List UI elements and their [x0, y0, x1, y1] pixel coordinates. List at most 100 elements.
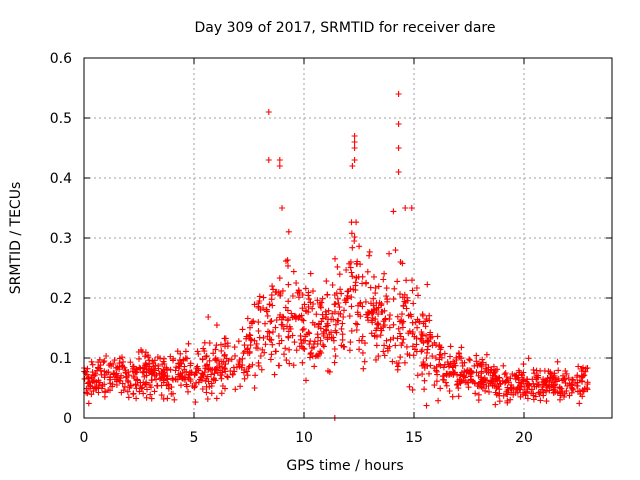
data-point — [362, 280, 369, 287]
data-point — [530, 380, 537, 387]
data-point — [163, 382, 170, 389]
data-point — [229, 371, 236, 377]
data-point — [433, 378, 440, 385]
data-point — [500, 392, 507, 399]
data-point — [159, 361, 166, 368]
data-point — [278, 337, 285, 344]
data-point — [335, 300, 342, 306]
data-point — [405, 312, 412, 319]
data-point — [372, 284, 379, 291]
data-point — [341, 297, 348, 304]
data-point — [446, 388, 453, 394]
data-point — [373, 356, 379, 363]
data-point — [306, 296, 312, 303]
data-point — [400, 336, 407, 343]
data-point — [256, 293, 263, 300]
data-point — [268, 296, 275, 303]
data-point — [268, 351, 275, 358]
data-point — [334, 295, 341, 302]
data-point — [170, 376, 176, 383]
data-point — [332, 321, 339, 328]
y-tick-label: 0.3 — [50, 231, 72, 247]
data-point — [199, 386, 206, 392]
data-point — [305, 309, 312, 316]
data-point — [557, 388, 564, 395]
data-point — [419, 312, 426, 319]
data-point — [346, 313, 353, 320]
data-point — [175, 365, 182, 372]
data-point — [299, 292, 306, 298]
data-point — [113, 382, 120, 388]
data-point — [445, 361, 452, 368]
y-tick-label: 0 — [63, 411, 72, 427]
data-point — [530, 366, 537, 373]
data-point — [142, 380, 149, 387]
data-point — [192, 399, 199, 406]
data-point — [89, 361, 96, 368]
data-point — [232, 386, 239, 393]
data-point — [383, 285, 390, 292]
data-point — [358, 337, 365, 344]
data-point — [437, 385, 444, 392]
data-point — [399, 311, 405, 318]
data-point — [437, 346, 444, 353]
data-point — [291, 312, 298, 319]
data-point — [447, 353, 453, 360]
data-point — [401, 298, 408, 305]
data-point — [151, 373, 158, 379]
data-point — [381, 352, 388, 359]
y-tick-label: 0.6 — [50, 51, 72, 67]
data-point — [384, 296, 391, 303]
data-point — [183, 383, 190, 390]
data-point — [204, 373, 211, 380]
data-point — [397, 333, 404, 340]
data-point — [116, 366, 123, 373]
data-point — [279, 287, 286, 294]
data-point — [317, 303, 324, 310]
data-point — [406, 383, 413, 390]
data-point — [257, 306, 264, 313]
data-point — [111, 357, 118, 364]
data-point — [542, 378, 548, 385]
data-point — [414, 324, 421, 331]
data-point — [106, 362, 113, 369]
data-point — [309, 305, 316, 312]
data-point — [437, 352, 444, 358]
data-point — [520, 361, 527, 368]
data-point — [109, 381, 116, 388]
data-point — [548, 381, 555, 388]
data-point — [150, 363, 157, 370]
data-point — [459, 363, 466, 369]
data-point — [353, 274, 360, 281]
data-point — [306, 341, 313, 348]
data-point — [391, 285, 398, 292]
data-point — [239, 362, 246, 369]
data-point — [161, 372, 168, 379]
data-point — [370, 295, 377, 302]
data-point — [307, 354, 313, 361]
data-point — [409, 343, 416, 350]
x-tick-label: 0 — [80, 430, 89, 446]
data-point — [373, 342, 380, 349]
data-point — [493, 391, 500, 398]
y-tick-label: 0.5 — [50, 111, 72, 127]
data-point — [362, 340, 368, 347]
data-point — [285, 262, 291, 269]
data-point — [164, 367, 171, 374]
data-point — [543, 388, 550, 395]
data-point — [261, 349, 268, 356]
data-point — [123, 374, 129, 381]
data-point — [574, 383, 581, 389]
data-point — [110, 361, 117, 367]
data-point — [238, 364, 245, 371]
data-point — [420, 359, 427, 365]
data-point — [384, 345, 391, 352]
data-point — [301, 346, 308, 353]
data-point — [295, 294, 302, 301]
data-point — [136, 364, 143, 371]
data-point — [272, 348, 279, 355]
data-point — [143, 372, 150, 379]
data-point — [349, 273, 356, 280]
data-point — [263, 308, 270, 315]
data-point — [394, 335, 401, 342]
